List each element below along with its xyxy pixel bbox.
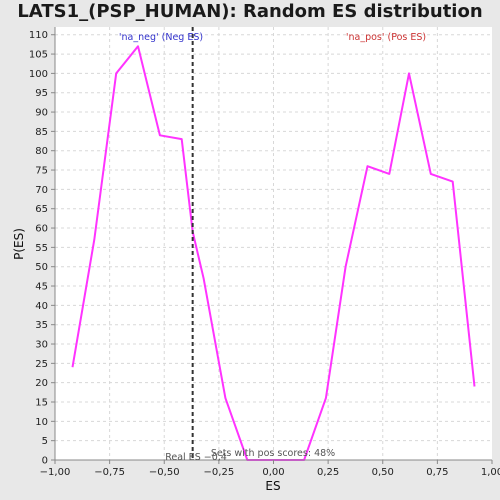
x-tick-label: 0,25 <box>317 467 339 478</box>
y-tick-label: 80 <box>35 146 48 157</box>
pos-annotation: 'na_pos' (Pos ES) <box>346 32 426 43</box>
real-es-label: Real ES −0,4 <box>165 452 227 463</box>
y-tick-label: 45 <box>35 282 48 293</box>
y-tick-label: 35 <box>35 320 48 331</box>
y-axis-label: P(ES) <box>12 228 26 260</box>
y-tick-label: 20 <box>35 378 48 389</box>
y-tick-label: 25 <box>35 359 48 370</box>
x-tick-label: −0,75 <box>94 467 125 478</box>
x-axis-label: ES <box>265 479 280 493</box>
y-tick-label: 90 <box>35 108 48 119</box>
y-tick-label: 95 <box>35 88 48 99</box>
x-tick-label: −0,25 <box>204 467 235 478</box>
y-tick-label: 75 <box>35 166 48 177</box>
y-ticks: 0 5 10 15 20 25 30 35 40 45 50 55 60 65 70 75 80 85 90 95 10… <box>29 30 55 466</box>
y-tick-label: 100 <box>29 69 48 80</box>
x-ticks: −1,00 −0,75 −0,50 −0,25 0,00 0,25 0,50 0,75 1,00 <box>40 460 500 478</box>
y-tick-label: 60 <box>35 224 48 235</box>
neg-annotation: 'na_neg' (Neg ES) <box>119 32 203 43</box>
y-tick-label: 105 <box>29 50 48 61</box>
y-tick-label: 85 <box>35 127 48 138</box>
y-tick-label: 50 <box>35 262 48 273</box>
y-tick-label: 30 <box>35 340 48 351</box>
y-tick-label: 10 <box>35 417 48 428</box>
y-tick-label: 5 <box>42 436 48 447</box>
y-tick-label: 15 <box>35 398 48 409</box>
x-tick-label: 0,00 <box>262 467 284 478</box>
y-tick-label: 55 <box>35 243 48 254</box>
y-tick-label: 65 <box>35 204 48 215</box>
sets-annotation: Sets with pos scores: 48% <box>211 448 335 459</box>
x-tick-label: −1,00 <box>40 467 71 478</box>
y-tick-label: 110 <box>29 30 48 41</box>
y-tick-label: 40 <box>35 301 48 312</box>
y-tick-label: 70 <box>35 185 48 196</box>
x-tick-label: 0,75 <box>426 467 448 478</box>
x-tick-label: 1,00 <box>481 467 500 478</box>
y-tick-label: 0 <box>42 456 48 467</box>
x-tick-label: 0,50 <box>372 467 394 478</box>
x-tick-label: −0,50 <box>149 467 180 478</box>
